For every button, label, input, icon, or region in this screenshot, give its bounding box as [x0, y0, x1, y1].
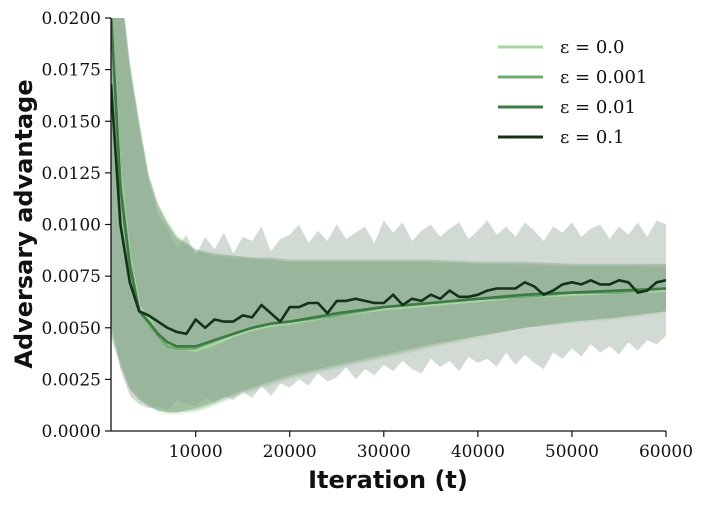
- line-series-2: [111, 18, 666, 348]
- band-series-3: [111, 18, 666, 411]
- x-tick-label: 30000: [357, 442, 411, 462]
- y-tick-label: 0.0175: [42, 61, 101, 81]
- y-tick-label: 0.0150: [42, 112, 101, 132]
- legend-label: ε = 0.01: [560, 97, 636, 118]
- line-series-3: [111, 84, 666, 336]
- legend-label: ε = 0.0: [560, 37, 624, 58]
- legend-label: ε = 0.001: [560, 67, 647, 88]
- y-tick-label: 0.0125: [42, 164, 101, 184]
- band-series-1: [111, 18, 666, 413]
- legend: ε = 0.0 ε = 0.001 ε = 0.01 ε = 0.1: [498, 37, 647, 148]
- y-tick-label: 0.0075: [42, 267, 101, 287]
- x-axis-title: Iteration (t): [308, 466, 468, 494]
- band-series-2: [111, 18, 666, 413]
- x-tick-label: 40000: [451, 442, 505, 462]
- legend-label: ε = 0.1: [560, 127, 624, 148]
- x-tick-label: 20000: [263, 442, 317, 462]
- y-tick-label: 0.0100: [42, 216, 101, 236]
- y-tick-label: 0.0050: [42, 319, 101, 339]
- y-tick-label: 0.0200: [42, 9, 101, 29]
- x-tick-label: 60000: [639, 442, 693, 462]
- x-tick-label: 10000: [169, 442, 223, 462]
- confidence-bands: [111, 18, 666, 415]
- band-series-0: [111, 18, 666, 415]
- x-tick-label: 50000: [545, 442, 599, 462]
- series-lines: [111, 18, 666, 352]
- y-tick-label: 0.0025: [42, 370, 101, 390]
- y-axis-title: Adversary advantage: [10, 79, 38, 368]
- y-tick-label: 0.0000: [42, 422, 101, 442]
- y-ticks: 0.0000 0.0025 0.0050 0.0075 0.0100 0.0125 0.01…: [42, 9, 111, 442]
- x-ticks: 10000 20000 30000 40000 50000 60000: [169, 431, 693, 462]
